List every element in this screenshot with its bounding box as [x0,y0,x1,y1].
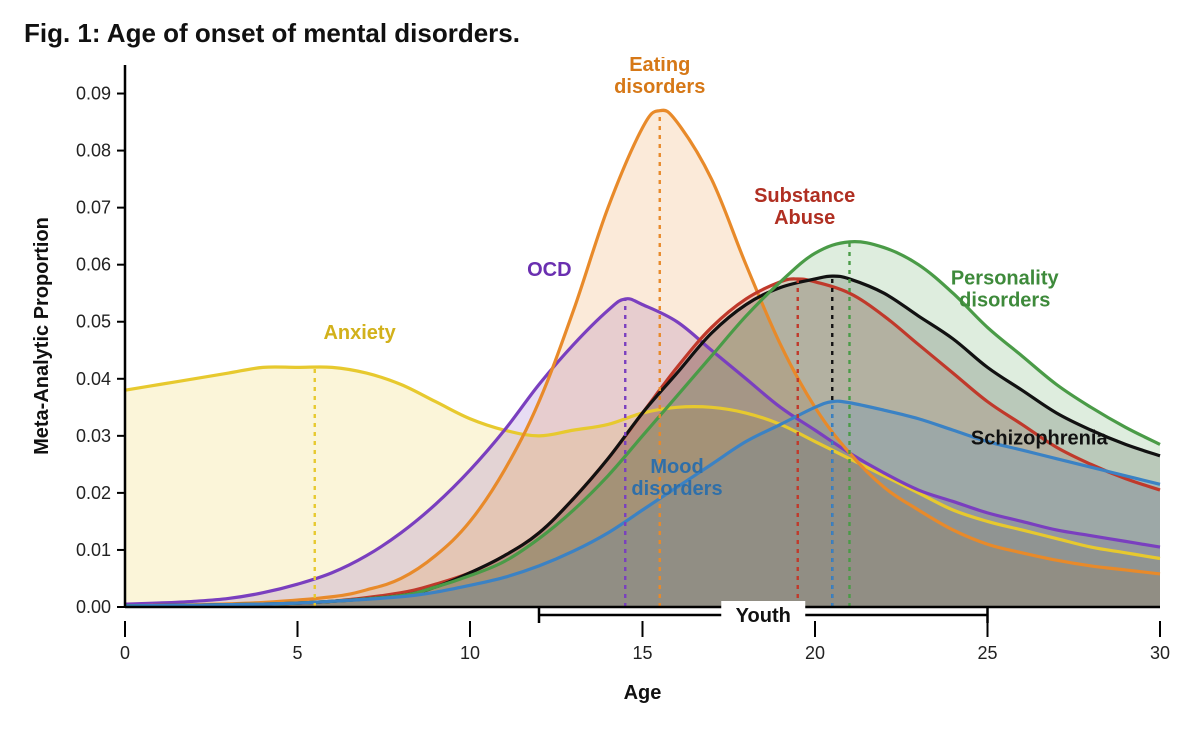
y-tick-label: 0.04 [76,369,111,389]
onset-chart: 0.00 0.01 0.02 0.03 0.04 0.05 0.06 0.07 0.08 0.09… [20,57,1180,717]
y-tick-label: 0.03 [76,426,111,446]
y-tick-label: 0.00 [76,597,111,617]
figure-title: Fig. 1: Age of onset of mental disorders… [24,18,1180,49]
x-tick-label: 25 [977,643,997,663]
y-tick-label: 0.09 [76,84,111,104]
x-tick-label: 15 [632,643,652,663]
series-label-ocd: OCD [527,259,571,281]
x-axis-label: Age [624,682,662,704]
series-label-personality-disorders: Personalitydisorders [951,268,1060,312]
series-label-schizophrenia: Schizophrenia [971,427,1109,449]
series-areas [125,110,1160,607]
youth-label: Youth [736,605,791,627]
x-tick-label: 10 [460,643,480,663]
y-tick-label: 0.02 [76,483,111,503]
x-tick-label: 20 [805,643,825,663]
y-tick-label: 0.01 [76,540,111,560]
chart-container: 0.00 0.01 0.02 0.03 0.04 0.05 0.06 0.07 0.08 0.09… [20,57,1180,717]
y-axis-label: Meta-Analytic Proportion [31,217,53,455]
x-tick-label: 30 [1150,643,1170,663]
y-tick-label: 0.05 [76,312,111,332]
series-label-anxiety: Anxiety [323,322,396,344]
y-tick-label: 0.06 [76,255,111,275]
y-tick-label: 0.08 [76,141,111,161]
x-tick-label: 0 [120,643,130,663]
y-tick-label: 0.07 [76,198,111,218]
series-label-substance-abuse: SubstanceAbuse [754,185,855,229]
x-tick-label: 5 [292,643,302,663]
series-label-eating-disorders: Eatingdisorders [614,57,705,98]
